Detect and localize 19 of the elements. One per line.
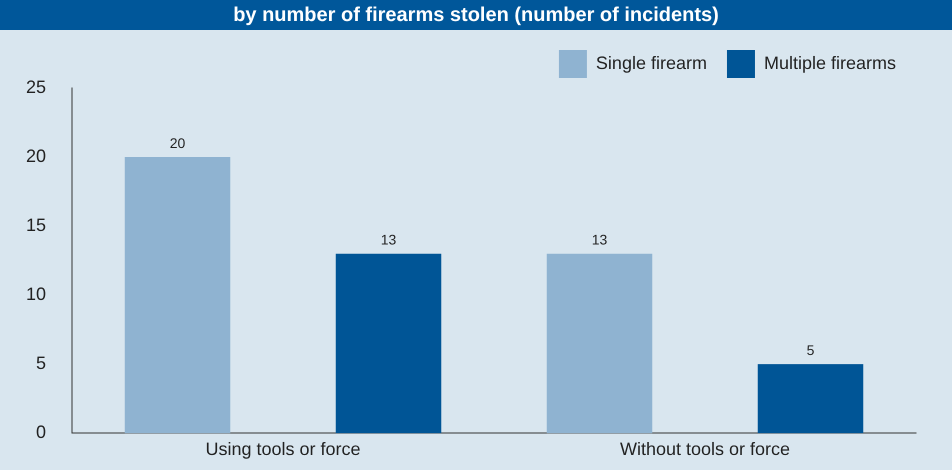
y-tick-label: 10 — [26, 284, 46, 304]
y-tick-label: 15 — [26, 215, 46, 236]
y-tick-label: 0 — [36, 422, 46, 442]
data-label: 13 — [592, 232, 608, 248]
x-tick-label: Using tools or force — [205, 438, 361, 459]
chart-title: by number of firearms stolen (number of incidents) — [0, 0, 952, 30]
x-tick-label: Without tools or force — [620, 438, 790, 459]
bar — [124, 157, 230, 434]
y-tick-label: 20 — [26, 146, 46, 166]
bar — [758, 364, 864, 434]
bar — [336, 254, 442, 434]
legend-label: Single firearm — [596, 52, 707, 73]
y-tick-label: 5 — [36, 353, 46, 374]
data-label: 13 — [380, 232, 397, 248]
legend-label: Multiple firearms — [764, 52, 896, 73]
bar — [546, 254, 652, 434]
data-label: 5 — [806, 342, 815, 358]
y-tick-label: 25 — [26, 76, 46, 97]
data-label: 20 — [170, 134, 186, 151]
